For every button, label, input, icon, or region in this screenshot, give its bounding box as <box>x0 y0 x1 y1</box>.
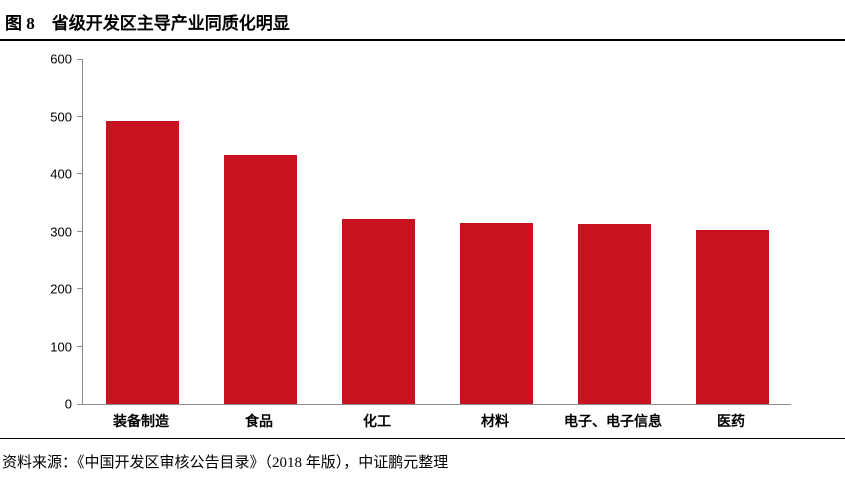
x-category-label: 材料 <box>481 413 509 429</box>
y-tick-label: 400 <box>50 166 72 182</box>
bar-slot <box>555 59 673 404</box>
y-tick-mark <box>77 346 82 347</box>
bar-装备制造 <box>105 121 179 404</box>
y-axis-labels: 600 500 400 300 200 100 0 <box>0 53 72 411</box>
x-category-label: 化工 <box>363 413 391 429</box>
bar-slot <box>437 59 555 404</box>
y-tick-mark <box>77 288 82 290</box>
bar-slot <box>673 59 791 404</box>
y-tick-label: 300 <box>50 224 72 239</box>
figure-title-text: 省级开发区主导产业同质化明显 <box>51 14 290 33</box>
bar-食品 <box>223 155 297 404</box>
plot-area <box>82 59 791 405</box>
bar-slot <box>201 59 319 404</box>
source-note: 资料来源：《中国开发区审核公告目录》（2018 年版），中证鹏元整理 <box>2 455 449 471</box>
y-tick-label: 500 <box>50 109 72 124</box>
y-tick-label: 100 <box>50 339 72 354</box>
y-tick-mark <box>77 115 82 117</box>
top-rule <box>0 39 845 41</box>
y-tick-mark <box>77 231 82 232</box>
bar-医药 <box>695 230 769 404</box>
bar-材料 <box>459 222 533 404</box>
x-category-label: 医药 <box>717 413 745 429</box>
y-tick-mark <box>77 403 82 405</box>
y-tick-label: 600 <box>50 51 72 67</box>
x-category-label: 装备制造 <box>113 413 169 429</box>
x-category-label: 食品 <box>245 413 273 429</box>
figure-title: 图 8 省级开发区主导产业同质化明显 <box>5 9 840 34</box>
y-tick-label: 0 <box>64 396 72 412</box>
y-tick-mark <box>77 173 82 175</box>
bar-电子、电子信息 <box>577 224 651 404</box>
bar-slot <box>83 59 201 404</box>
x-axis-labels: 装备制造 食品 化工 材料 电子、电子信息 医药 <box>82 411 790 431</box>
bottom-rule <box>0 438 845 439</box>
y-tick-mark <box>77 58 82 60</box>
bar-slot <box>319 59 437 404</box>
figure-number-label: 图 8 <box>5 14 35 33</box>
y-axis-tick-marks <box>77 58 82 405</box>
bar-化工 <box>341 219 415 404</box>
y-tick-label: 200 <box>50 281 72 297</box>
x-category-label: 电子、电子信息 <box>564 413 662 429</box>
